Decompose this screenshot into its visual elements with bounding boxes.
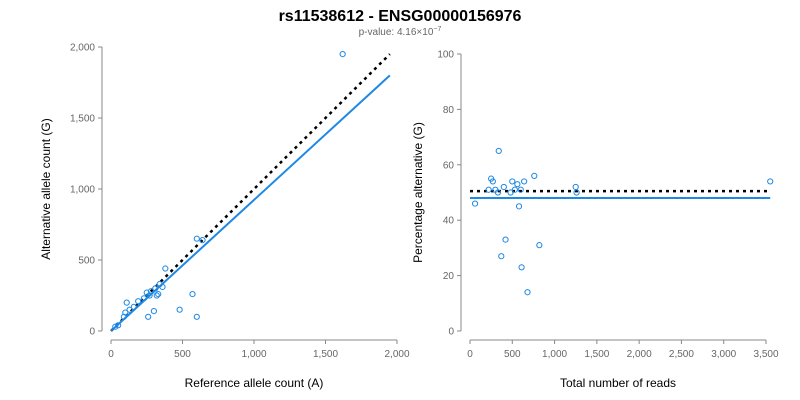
data-point <box>162 265 169 272</box>
data-point <box>511 186 518 193</box>
left-panel: 0 500 1,000 1,500 2,000 0 500 1,000 1,500 2,000 Re… <box>39 43 410 391</box>
y-axis-title: Percentage alternative (G) <box>411 122 425 263</box>
data-point <box>140 295 147 302</box>
data-point <box>500 183 507 191</box>
data-point <box>153 292 160 299</box>
x-tick-label: 2,000 <box>384 349 409 360</box>
y-tick-label: 0 <box>89 327 95 338</box>
right-panel: 0 500 1,000 1,500 2,000 2,500 3,000 3,500 0 20 40 6… <box>411 50 779 391</box>
data-point <box>515 203 523 210</box>
x-tick-label: 2,000 <box>627 349 652 360</box>
data-point <box>339 51 346 58</box>
y-tick-label: 60 <box>443 160 455 171</box>
data-point <box>536 242 543 249</box>
data-point <box>494 189 502 196</box>
y-tick-label: 0 <box>448 327 454 338</box>
data-point <box>150 308 157 315</box>
x-axis-title: Total number of reads <box>560 376 676 390</box>
y-tick-label: 100 <box>437 50 454 61</box>
y-tick-label: 40 <box>443 216 455 227</box>
data-point <box>122 309 129 316</box>
data-point <box>495 147 502 155</box>
data-point <box>152 285 159 292</box>
x-tick-label: 1,500 <box>313 349 338 360</box>
data-point <box>145 313 152 320</box>
x-tick-label: 500 <box>504 349 521 360</box>
data-point <box>126 306 133 313</box>
y-tick-label: 80 <box>443 105 455 116</box>
data-point <box>518 264 525 271</box>
data-point <box>572 183 579 191</box>
y-tick-label: 20 <box>443 271 455 282</box>
data-point <box>514 181 521 188</box>
x-tick-label: 1,000 <box>241 349 266 360</box>
x-tick-label: 0 <box>467 349 473 360</box>
y-axis-title: Alternative allele count (G) <box>39 118 53 259</box>
data-point <box>573 189 580 196</box>
data-point <box>521 178 528 185</box>
x-tick-label: 3,000 <box>711 349 736 360</box>
x-tick-label: 3,500 <box>753 349 778 360</box>
y-tick-label: 500 <box>78 256 95 267</box>
x-axis-title: Reference allele count (A) <box>185 376 324 390</box>
p-value-prefix: p-value: 4.16×10 <box>359 27 434 38</box>
data-point <box>524 289 531 296</box>
x-tick-label: 500 <box>174 349 191 360</box>
chart-title: rs11538612 - ENSG00000156976 <box>279 8 522 25</box>
data-point <box>489 178 496 185</box>
data-point <box>509 178 516 185</box>
p-value-exponent: −7 <box>433 26 441 33</box>
data-point <box>115 322 122 329</box>
data-point <box>155 290 162 298</box>
data-point <box>498 253 505 260</box>
data-point <box>146 292 153 299</box>
data-point <box>767 178 774 185</box>
x-tick-label: 1,500 <box>584 349 609 360</box>
data-point <box>502 236 509 243</box>
y-tick-label: 2,000 <box>70 43 95 54</box>
data-point <box>135 298 142 305</box>
data-point <box>199 237 206 244</box>
data-point <box>531 172 538 179</box>
data-point <box>159 283 166 291</box>
x-tick-label: 1,000 <box>542 349 567 360</box>
data-point <box>147 288 155 295</box>
data-point <box>176 306 183 313</box>
data-point <box>193 235 200 242</box>
data-point <box>189 290 196 298</box>
y-tick-label: 1,500 <box>70 114 95 125</box>
p-value-label: p-value: 4.16×10−7 <box>359 26 442 38</box>
data-point <box>130 303 137 310</box>
data-point <box>120 313 127 320</box>
data-point <box>193 313 200 320</box>
data-point <box>123 299 130 306</box>
x-tick-label: 0 <box>108 349 114 360</box>
data-point <box>517 186 524 193</box>
data-point <box>471 200 479 207</box>
y-tick-label: 1,000 <box>70 185 95 196</box>
x-tick-label: 2,500 <box>669 349 694 360</box>
data-point <box>507 189 514 196</box>
data-point <box>485 186 492 193</box>
